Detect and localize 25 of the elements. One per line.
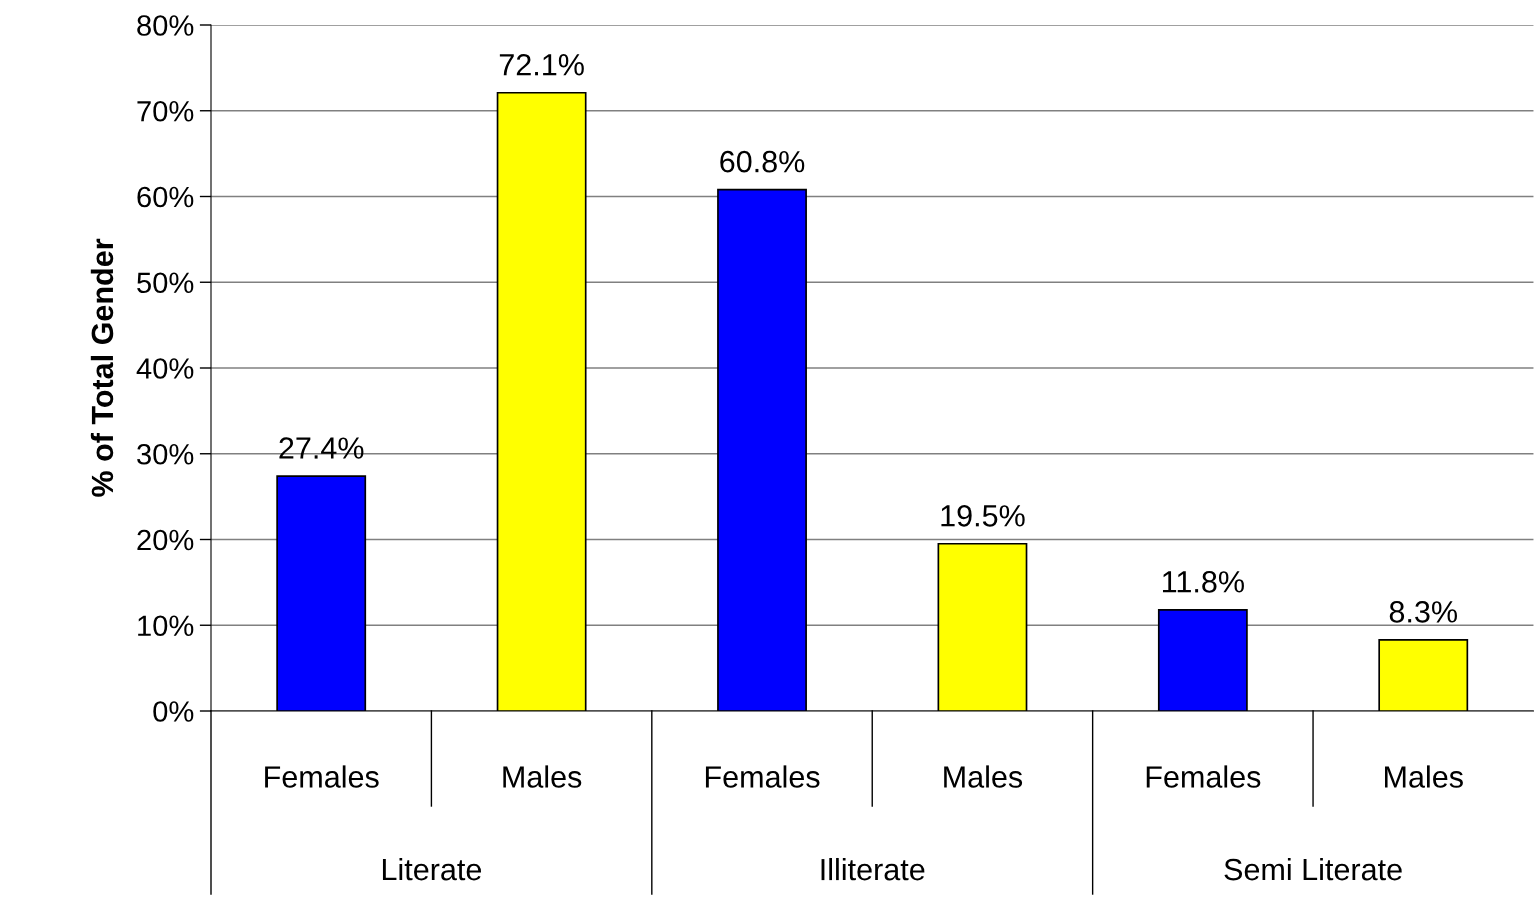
y-tick-label: 10%: [138, 615, 194, 637]
y-tick-label: 60%: [137, 186, 194, 208]
y-tick-label: 30%: [137, 443, 194, 465]
x-tick-label: Females: [1146, 765, 1261, 788]
text: Illiterate: [821, 857, 925, 881]
data-label: 72.1%: [499, 53, 584, 76]
data-label: 60.8%: [720, 150, 805, 173]
x-tick-label: Males: [1385, 765, 1463, 788]
y-tick-label: 40%: [136, 358, 194, 379]
text: Semi Literate: [1224, 857, 1402, 881]
y-tick-label: 0%: [153, 701, 194, 722]
y-tick-label: 80%: [137, 15, 194, 36]
data-label: 27.4%: [279, 437, 364, 459]
text: Literate: [382, 857, 482, 881]
x-tick-label: Males: [503, 765, 582, 788]
y-tick-label: 20%: [137, 529, 194, 551]
x-tick-label: Females: [265, 765, 379, 788]
data-label: 8.3%: [1389, 601, 1457, 623]
data-label: 19.5%: [941, 505, 1025, 527]
x-tick-label: Females: [705, 765, 820, 788]
x-tick-label: Males: [944, 765, 1023, 788]
y-tick-label: 70%: [137, 100, 194, 122]
data-label: 11.8%: [1162, 571, 1244, 593]
y-tick-label: 50%: [137, 272, 194, 294]
y-axis-title: % of Total Gender: [90, 238, 114, 497]
